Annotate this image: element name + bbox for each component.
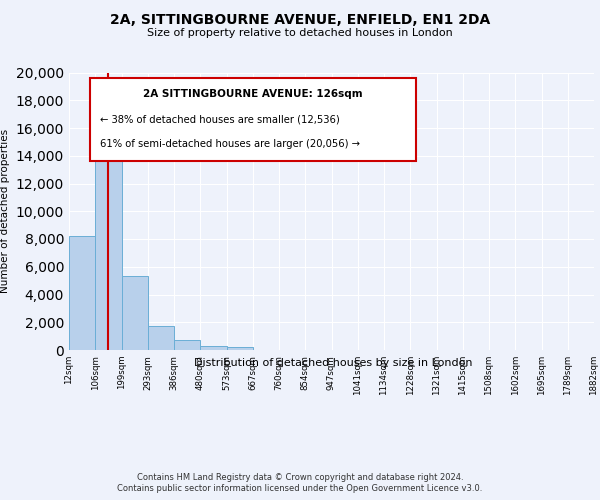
Text: Contains public sector information licensed under the Open Government Licence v3: Contains public sector information licen… (118, 484, 482, 493)
FancyBboxPatch shape (90, 78, 415, 162)
Bar (121, 276, 148, 350)
Text: Size of property relative to detached houses in London: Size of property relative to detached ho… (147, 28, 453, 38)
Text: 2A, SITTINGBOURNE AVENUE, ENFIELD, EN1 2DA: 2A, SITTINGBOURNE AVENUE, ENFIELD, EN1 2… (110, 12, 490, 26)
Text: ← 38% of detached houses are smaller (12,536): ← 38% of detached houses are smaller (12… (101, 114, 340, 124)
Text: 2A SITTINGBOURNE AVENUE: 126sqm: 2A SITTINGBOURNE AVENUE: 126sqm (143, 89, 362, 99)
Text: 61% of semi-detached houses are larger (20,056) →: 61% of semi-detached houses are larger (… (101, 139, 361, 149)
Bar (200, 346, 227, 350)
Text: Distribution of detached houses by size in London: Distribution of detached houses by size … (194, 358, 472, 368)
Bar (174, 340, 200, 350)
Text: Contains HM Land Registry data © Crown copyright and database right 2024.: Contains HM Land Registry data © Crown c… (137, 472, 463, 482)
Bar (227, 347, 253, 350)
Bar (69, 236, 95, 350)
Y-axis label: Number of detached properties: Number of detached properties (0, 129, 10, 294)
Bar (95, 121, 121, 350)
Bar (148, 326, 174, 350)
